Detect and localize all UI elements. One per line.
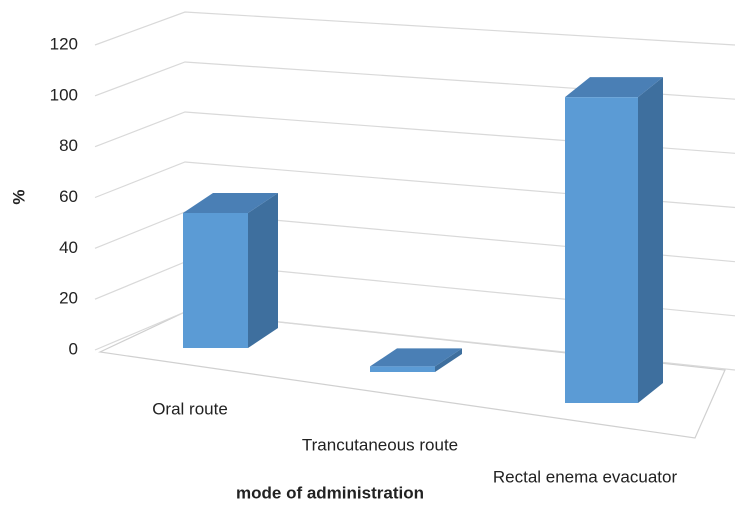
grid-line bbox=[94, 11, 736, 46]
y-tick-label: 40 bbox=[59, 238, 78, 257]
grid-line bbox=[94, 111, 736, 154]
bar-side bbox=[638, 77, 663, 404]
y-tick-label: 60 bbox=[59, 187, 78, 206]
y-tick-label: 20 bbox=[59, 289, 78, 308]
y-axis-title: % bbox=[9, 189, 28, 204]
bar-top bbox=[370, 348, 462, 367]
y-tick-label: 80 bbox=[59, 136, 78, 155]
bar bbox=[370, 366, 435, 372]
bar-side bbox=[435, 348, 462, 372]
x-tick-label: Trancutaneous route bbox=[302, 435, 458, 454]
y-tick-label: 100 bbox=[50, 85, 78, 104]
x-tick-label: Rectal enema evacuator bbox=[493, 467, 678, 486]
x-axis-title: mode of administration bbox=[236, 483, 424, 502]
y-tick-label: 120 bbox=[50, 34, 78, 53]
floor bbox=[97, 311, 726, 439]
x-tick-label: Oral route bbox=[152, 399, 228, 418]
bar-side bbox=[248, 193, 278, 348]
bar bbox=[565, 97, 638, 404]
bar-top bbox=[565, 77, 663, 98]
y-tick-label: 0 bbox=[69, 339, 78, 358]
bar-top bbox=[183, 193, 278, 213]
grid-line bbox=[94, 61, 736, 100]
bar bbox=[183, 213, 248, 348]
grid-line bbox=[94, 161, 736, 209]
